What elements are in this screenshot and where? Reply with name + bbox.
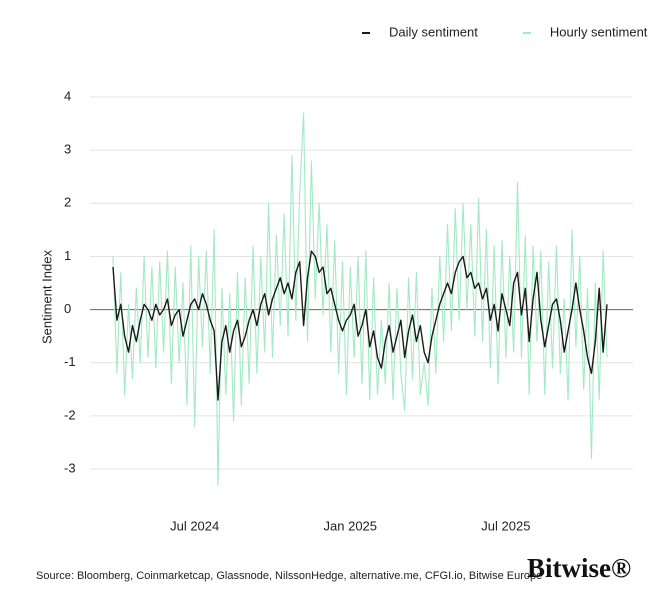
x-tick-label: Jan 2025	[324, 518, 378, 533]
y-tick-label: -2	[64, 407, 76, 422]
y-tick-label: 4	[64, 88, 71, 103]
series-line	[112, 112, 608, 486]
y-tick-label: 2	[64, 195, 71, 210]
legend-label: Hourly sentiment	[550, 24, 648, 39]
y-tick-label: -3	[64, 461, 76, 476]
y-tick-label: 0	[64, 301, 71, 316]
y-tick-label: -1	[64, 354, 76, 369]
legend-label: Daily sentiment	[389, 24, 478, 39]
source-note: Source: Bloomberg, Coinmarketcap, Glassn…	[36, 570, 542, 582]
brand-logo: Bitwise®	[527, 553, 631, 583]
y-axis-label: Sentiment Index	[39, 250, 54, 344]
x-tick-label: Jul 2024	[170, 518, 219, 533]
x-tick-label: Jul 2025	[481, 518, 530, 533]
y-tick-label: 3	[64, 142, 71, 157]
series-line	[112, 250, 608, 401]
y-tick-label: 1	[64, 248, 71, 263]
